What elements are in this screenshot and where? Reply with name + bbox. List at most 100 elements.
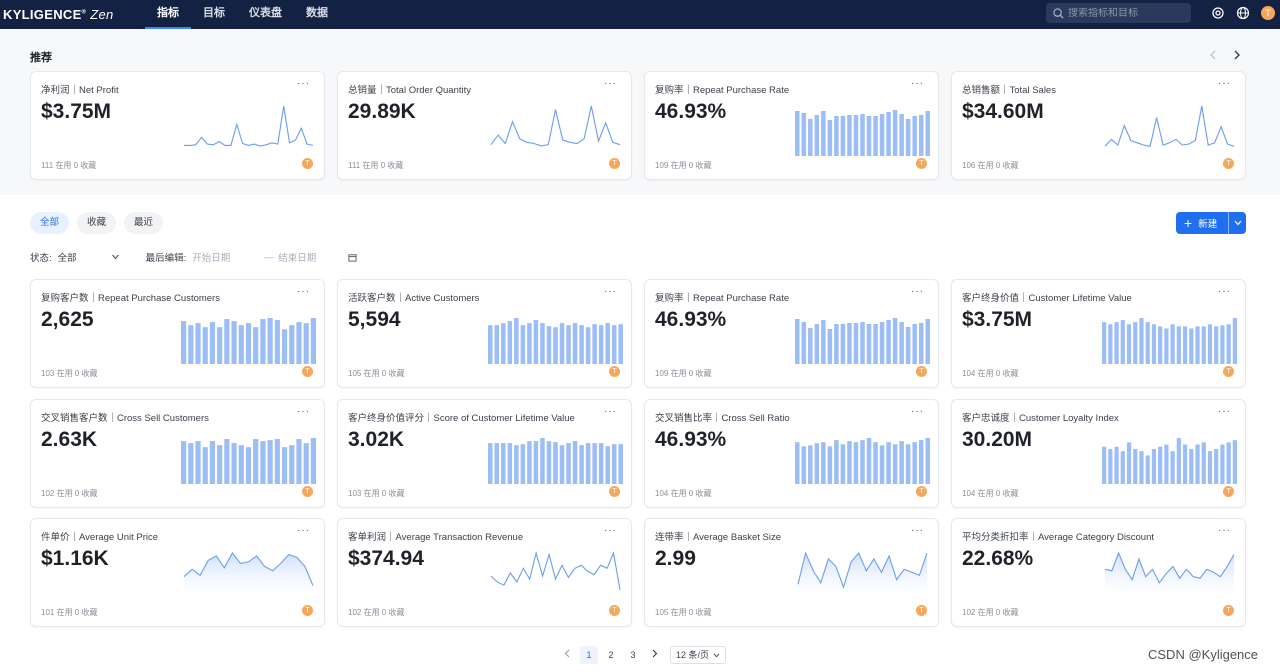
brand-name: KYLIGENCE — [3, 7, 82, 22]
card-value: 22.68% — [962, 547, 1034, 570]
chart-bar — [488, 325, 493, 364]
card-title: 连带率｜Average Basket Size — [655, 532, 782, 543]
recommend-card[interactable]: 总销量｜Total Order Quantity ··· 29.89K 111 … — [337, 71, 632, 180]
sparkline-chart — [181, 318, 316, 364]
metric-card[interactable]: 客户终身价值评分｜Score of Customer Lifetime Valu… — [337, 399, 632, 508]
chart-bar — [892, 444, 898, 484]
new-button[interactable]: + 新建 — [1176, 212, 1246, 234]
more-icon[interactable]: ··· — [297, 286, 310, 297]
nav-goals[interactable]: 目标 — [203, 7, 225, 19]
chart-bar — [260, 441, 266, 484]
chart-bar — [814, 443, 820, 484]
more-icon[interactable]: ··· — [1218, 78, 1231, 89]
chart-bar — [814, 115, 820, 156]
chart-bar — [827, 446, 833, 484]
recommend-card[interactable]: 复购率｜Repeat Purchase Rate ··· 46.93% 109 … — [644, 71, 939, 180]
status-filter-value: 全部 — [57, 253, 77, 264]
chart-line — [184, 105, 314, 147]
status-filter-select[interactable]: 全部 — [58, 250, 120, 264]
more-icon[interactable]: ··· — [1218, 286, 1231, 297]
next-page-button[interactable] — [646, 646, 664, 664]
more-icon[interactable]: ··· — [1218, 406, 1231, 417]
user-avatar[interactable]: T — [1261, 6, 1275, 20]
page-size-select[interactable]: 12 条/页 — [670, 646, 727, 664]
chart-bar — [1189, 328, 1194, 364]
nav-data[interactable]: 数据 — [306, 7, 328, 19]
sparkline-chart — [797, 551, 928, 603]
metric-card[interactable]: 客单利润｜Average Transaction Revenue ··· $374.… — [337, 518, 632, 627]
owner-avatar: T — [302, 158, 313, 169]
chart-bar — [281, 329, 288, 364]
more-icon[interactable]: ··· — [604, 78, 617, 89]
chart-bar — [912, 442, 917, 484]
chart-bar — [598, 325, 604, 364]
chart-bar — [834, 440, 839, 484]
chart-bar — [572, 441, 578, 484]
more-icon[interactable]: ··· — [911, 406, 924, 417]
more-icon[interactable]: ··· — [911, 286, 924, 297]
more-icon[interactable]: ··· — [297, 78, 310, 89]
chart-bar — [540, 323, 545, 364]
card-value: $34.60M — [962, 100, 1044, 123]
metric-card[interactable]: 交叉销售客户数｜Cross Sell Customers ··· 2.63K 102 … — [30, 399, 325, 508]
more-icon[interactable]: ··· — [911, 525, 924, 536]
nav-metrics[interactable]: 指标 — [145, 0, 191, 29]
metric-card[interactable]: 平均分类折扣率｜Average Category Discount ··· 22.6… — [951, 518, 1246, 627]
chart-bar — [899, 322, 904, 364]
card-usage-meta: 104 在用 0 收藏 — [962, 489, 1019, 498]
more-icon[interactable]: ··· — [911, 78, 924, 89]
settings-icon[interactable] — [1211, 6, 1225, 20]
metric-card[interactable]: 复购客户数｜Repeat Purchase Customers ··· 2,625 1… — [30, 279, 325, 388]
tab-all[interactable]: 全部 — [30, 212, 70, 234]
chart-bar — [238, 325, 244, 364]
page-2[interactable]: 2 — [608, 650, 614, 660]
metric-card[interactable]: 客户忠诚度｜Customer Loyalty Index ··· 30.20M 104… — [951, 399, 1246, 508]
more-icon[interactable]: ··· — [1218, 525, 1231, 536]
globe-icon[interactable] — [1236, 6, 1250, 20]
more-icon[interactable]: ··· — [604, 406, 617, 417]
metric-card[interactable]: 件单价｜Average Unit Price ··· $1.16K 101 在用 0 … — [30, 518, 325, 627]
nav-dashboards[interactable]: 仪表盘 — [249, 7, 282, 19]
chart-bar — [1176, 438, 1181, 484]
more-icon[interactable]: ··· — [604, 286, 617, 297]
chart-bar — [1176, 326, 1181, 364]
metric-card[interactable]: 复购率｜Repeat Purchase Rate ··· 46.93% 109 在用 … — [644, 279, 939, 388]
chart-bar — [808, 328, 813, 364]
search-input[interactable] — [1068, 7, 1183, 19]
page-1[interactable]: 1 — [580, 646, 598, 664]
metric-card[interactable]: 交叉销售比率｜Cross Sell Ratio ··· 46.93% 104 在用 0… — [644, 399, 939, 508]
start-date-input[interactable]: 开始日期 — [192, 253, 231, 264]
chart-bar — [1164, 328, 1169, 364]
chart-bar — [520, 325, 526, 364]
more-icon[interactable]: ··· — [604, 525, 617, 536]
metric-card[interactable]: 连带率｜Average Basket Size ··· 2.99 105 在用 0 收… — [644, 518, 939, 627]
brand-mark: ® — [81, 9, 87, 16]
chart-bar — [181, 441, 187, 484]
global-search[interactable] — [1046, 3, 1191, 23]
recommend-next-button[interactable] — [1229, 47, 1245, 63]
recommend-card[interactable]: 总销售额｜Total Sales ··· $34.60M 106 在用 0 收藏… — [951, 71, 1246, 180]
prev-page-button[interactable] — [558, 646, 576, 664]
recommend-prev-button[interactable] — [1205, 47, 1221, 63]
new-button-dropdown[interactable] — [1228, 212, 1246, 234]
more-icon[interactable]: ··· — [297, 406, 310, 417]
tab-favorites[interactable]: 收藏 — [77, 212, 117, 234]
chart-bar — [1133, 448, 1138, 484]
chart-bar — [1158, 326, 1163, 364]
new-button-main[interactable]: + 新建 — [1176, 212, 1228, 234]
calendar-icon[interactable] — [348, 253, 357, 262]
chart-bar — [527, 323, 532, 364]
chart-bar — [821, 111, 826, 156]
chart-bar — [618, 324, 623, 364]
brand-logo[interactable]: KYLIGENCE® Zen — [3, 7, 123, 22]
recommend-card[interactable]: 净利润｜Net Profit ··· $3.75M 111 在用 0 收藏 T — [30, 71, 325, 180]
tab-recent[interactable]: 最近 — [124, 212, 164, 234]
end-date-input[interactable]: 结束日期 — [278, 253, 317, 264]
more-icon[interactable]: ··· — [297, 525, 310, 536]
page-3[interactable]: 3 — [630, 650, 636, 660]
metric-card[interactable]: 客户终身价值｜Customer Lifetime Value ··· $3.75M 1… — [951, 279, 1246, 388]
chart-bar — [925, 319, 930, 364]
metric-card[interactable]: 活跃客户数｜Active Customers ··· 5,594 105 在用 0 收… — [337, 279, 632, 388]
chart-bar — [905, 119, 911, 156]
date-range-picker[interactable]: 开始日期 — 结束日期 — [192, 250, 357, 264]
